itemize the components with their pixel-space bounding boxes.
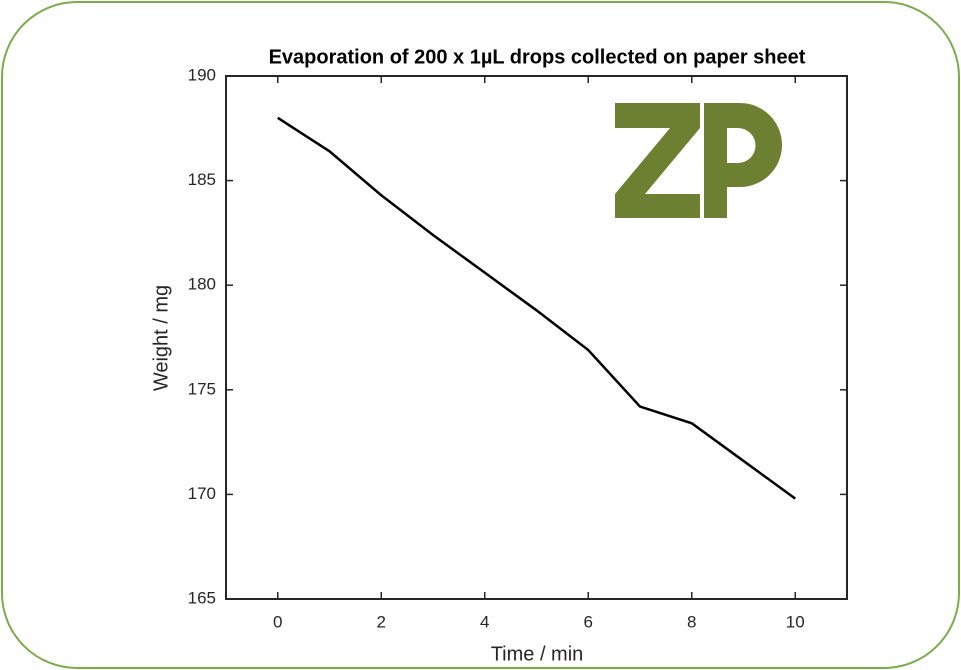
chart-title: Evaporation of 200 x 1µL drops collected… bbox=[269, 46, 806, 68]
y-tick-label: 190 bbox=[188, 65, 216, 84]
y-tick-label: 180 bbox=[188, 275, 216, 294]
y-tick-label: 185 bbox=[188, 170, 216, 189]
x-tick-label: 10 bbox=[786, 612, 805, 631]
x-tick-label: 8 bbox=[687, 612, 696, 631]
logo-p bbox=[704, 103, 782, 218]
y-tick-label: 170 bbox=[188, 484, 216, 503]
plot-area bbox=[225, 75, 848, 600]
logo-z bbox=[615, 103, 700, 218]
y-axis-label: Weight / mg bbox=[150, 285, 172, 391]
x-tick-label: 4 bbox=[480, 612, 489, 631]
y-tick-label: 165 bbox=[188, 588, 216, 607]
data-line bbox=[277, 116, 796, 500]
x-tick-label: 2 bbox=[377, 612, 386, 631]
x-tick-label: 6 bbox=[584, 612, 593, 631]
y-tick-label: 175 bbox=[188, 379, 216, 398]
x-axis-label: Time / min bbox=[491, 643, 584, 665]
logo bbox=[615, 103, 782, 218]
x-tick-label: 0 bbox=[273, 612, 282, 631]
